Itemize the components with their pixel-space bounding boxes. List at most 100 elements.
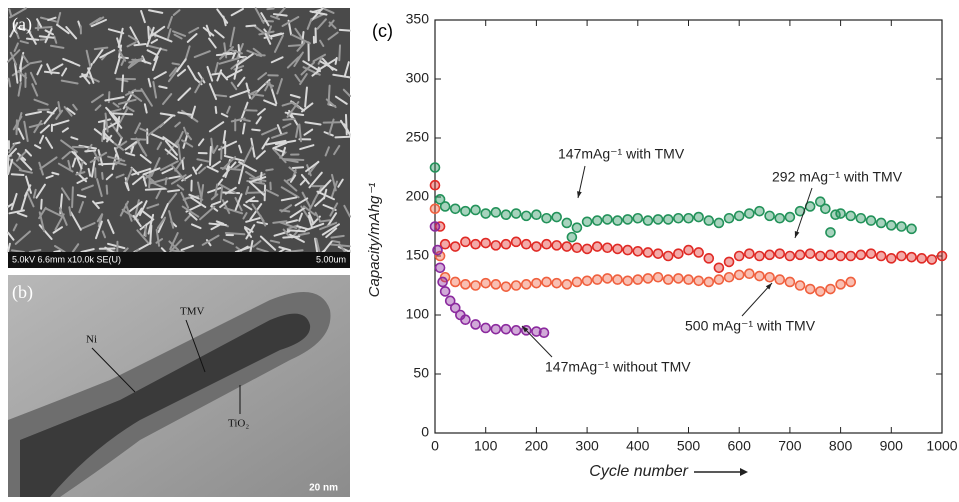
fiber: [166, 178, 167, 184]
fiber: [95, 202, 102, 203]
data-point: [877, 218, 886, 227]
data-point: [816, 252, 825, 261]
x-tick-label: 1000: [926, 438, 957, 454]
data-point: [938, 252, 947, 261]
y-tick-label: 0: [421, 424, 429, 440]
data-point: [562, 242, 571, 251]
data-point: [542, 277, 551, 286]
fiber: [54, 251, 60, 252]
y-tick-label: 350: [406, 11, 430, 27]
data-point: [684, 214, 693, 223]
data-point: [643, 248, 652, 257]
data-point: [867, 249, 876, 258]
fiber: [210, 147, 211, 165]
data-point: [593, 242, 602, 251]
data-point: [501, 240, 510, 249]
data-point: [562, 218, 571, 227]
data-point: [806, 249, 815, 258]
data-point: [438, 277, 447, 286]
data-point: [745, 269, 754, 278]
data-point: [836, 280, 845, 289]
fiber: [36, 27, 52, 28]
data-point: [694, 213, 703, 222]
data-point: [552, 213, 561, 222]
data-point: [846, 277, 855, 286]
y-axis-title: Capacity/mAhg⁻¹: [366, 183, 383, 298]
fiber: [9, 79, 10, 87]
data-point: [572, 243, 581, 252]
data-point: [613, 275, 622, 284]
fiber: [293, 167, 303, 168]
fiber: [262, 21, 273, 22]
data-point: [593, 216, 602, 225]
data-point: [806, 285, 815, 294]
data-point: [481, 323, 490, 332]
data-point: [907, 253, 916, 262]
data-point: [491, 208, 500, 217]
data-point: [714, 218, 723, 227]
data-point: [674, 249, 683, 258]
data-point: [471, 320, 480, 329]
fiber: [283, 119, 294, 120]
data-point: [887, 254, 896, 263]
data-point: [725, 257, 734, 266]
data-point: [867, 216, 876, 225]
x-tick-label: 700: [778, 438, 802, 454]
fiber: [336, 58, 337, 64]
data-point: [816, 287, 825, 296]
data-point: [441, 202, 450, 211]
data-point: [755, 207, 764, 216]
data-point: [433, 246, 442, 255]
data-point: [522, 211, 531, 220]
data-point: [522, 280, 531, 289]
data-point: [765, 250, 774, 259]
data-point: [796, 250, 805, 259]
data-point: [694, 248, 703, 257]
fiber: [289, 45, 301, 46]
x-tick-label: 900: [880, 438, 904, 454]
fiber: [329, 86, 330, 105]
panel-label: (c): [372, 21, 393, 41]
x-axis-title: Cycle number: [589, 463, 688, 480]
data-point: [491, 241, 500, 250]
data-point: [755, 272, 764, 281]
data-point: [572, 277, 581, 286]
data-point: [431, 204, 440, 213]
data-point: [540, 328, 549, 337]
data-point: [684, 246, 693, 255]
data-point: [532, 210, 541, 219]
fiber: [172, 63, 179, 64]
data-point: [654, 273, 663, 282]
data-point: [512, 326, 521, 335]
data-point: [785, 213, 794, 222]
fiber: [72, 187, 73, 207]
data-point: [735, 211, 744, 220]
data-point: [704, 277, 713, 286]
data-point: [725, 214, 734, 223]
data-point: [684, 275, 693, 284]
data-point: [674, 274, 683, 283]
data-point: [481, 239, 490, 248]
data-point: [501, 282, 510, 291]
fiber: [150, 226, 151, 244]
data-point: [583, 276, 592, 285]
data-point: [567, 233, 576, 242]
x-tick-label: 300: [575, 438, 599, 454]
data-point: [542, 240, 551, 249]
data-point: [785, 277, 794, 286]
fiber: [340, 30, 350, 31]
fiber: [266, 169, 272, 170]
fiber: [99, 164, 117, 165]
data-point: [674, 214, 683, 223]
page: {"panel_a": {"label": "(a)", "info": "5.…: [0, 0, 959, 502]
data-point: [451, 242, 460, 251]
data-point: [897, 252, 906, 261]
data-point: [704, 216, 713, 225]
series-annotation: 147mAg⁻¹ with TMV: [558, 146, 685, 162]
data-point: [451, 277, 460, 286]
data-point: [796, 281, 805, 290]
data-point: [775, 214, 784, 223]
fiber: [302, 32, 303, 44]
data-point: [664, 275, 673, 284]
